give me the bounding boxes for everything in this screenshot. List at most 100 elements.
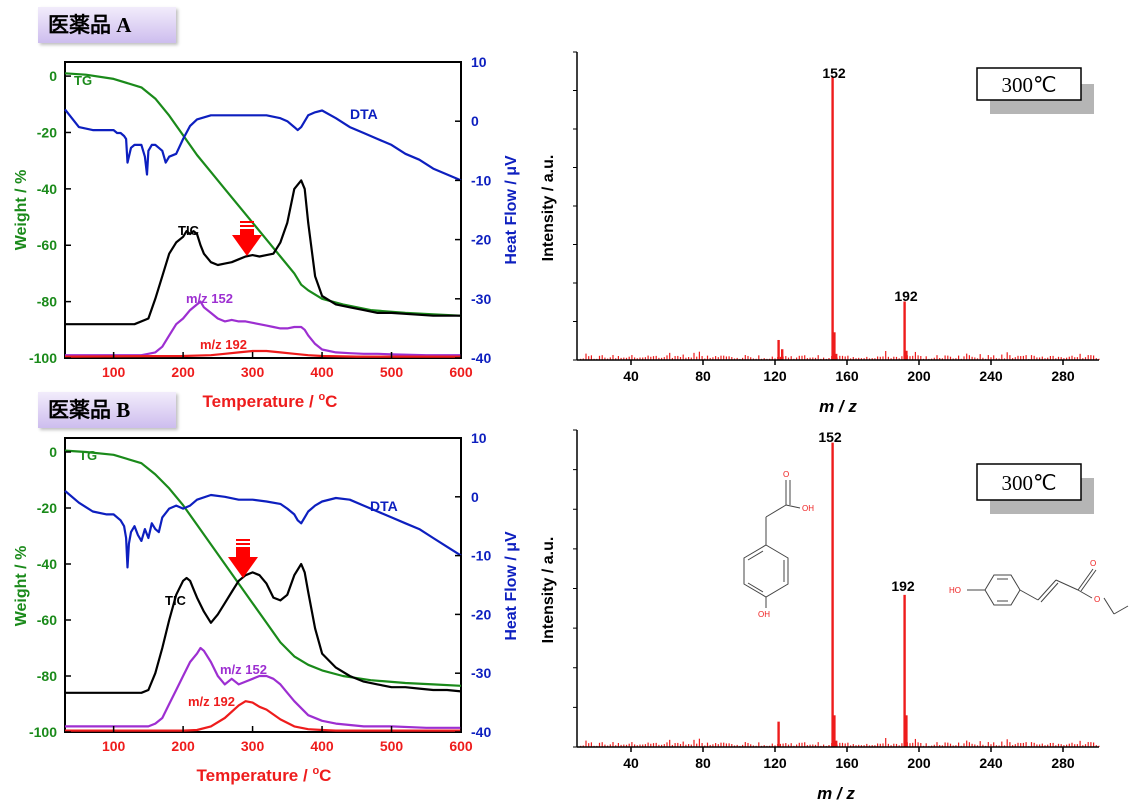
tga-b-series-tg [64,449,462,687]
tga-b-ytick-left-label-2: -40 [37,556,57,572]
tga-b-ytick-right-label-4: -30 [471,665,491,681]
ms-a-xlabel: m / z [819,397,857,416]
ms-a-xtick-label-0: 40 [623,368,639,384]
mol1-oh-label: OH [802,504,814,513]
tga-b-ytick-right-label-5: -40 [471,724,491,740]
tga-a-ytick-left-label-2: -40 [37,181,57,197]
tga-b-series-m-z-152 [65,646,461,729]
tga-chart-b: 100 200 300 400 500 6000-20-40-60-80-100100-1… [13,430,520,785]
molecule-4-hydroxyphenylacetic-acid [743,480,801,608]
tga-a-ytick-right-label-3: -20 [471,232,491,248]
tga-b-arrow [228,539,258,578]
tga-b-ytick-left-label-0: 0 [49,444,57,460]
tga-a-ylabel-right: Heat Flow / μV [503,155,520,265]
ms-a-peak-label-152: 152 [822,65,846,81]
tga-a-series-dta [64,108,462,182]
ms-b-xtick-label-5: 240 [979,755,1003,771]
tga-b-ylabel-right: Heat Flow / μV [503,531,520,641]
tga-b-label-m192: m/z 192 [188,694,235,709]
panel-a-title: 医薬品 A [38,7,176,43]
tga-a-label-dta: DTA [350,106,378,122]
tga-b-ytick-left-label-4: -80 [37,668,57,684]
tga-a-ytick-right-label-0: 10 [471,54,487,70]
tga-a-xtick-label-1: 200 [171,364,195,380]
panel-b-title: 医薬品 B [38,392,176,428]
tga-a-ylabel-left: Weight / % [13,170,30,251]
tga-a-series-m-z-152 [65,300,461,357]
tga-a-ytick-right-label-1: 0 [471,113,479,129]
tga-a-xtick-label-4: 500 [380,364,404,380]
ms-a-xtick-label-5: 240 [979,368,1003,384]
ms-a-peak-label-192: 192 [894,288,918,304]
tga-b-xtick-label-1: 200 [171,738,195,754]
mol2-o2-label: O [1094,595,1100,604]
ms-chart-b: 40 80 120 160 200 240 280 152 192 300℃ Intensi… [540,429,1129,803]
tga-b-label-dta: DTA [370,498,398,514]
tga-a-label-m192: m/z 192 [200,337,247,352]
tga-a-arrow [232,221,262,256]
tga-b-ytick-left-label-1: -20 [37,500,57,516]
tga-b-label-tg: TG [79,448,97,463]
tga-a-xlabel: Temperature / oC [203,391,338,411]
tga-b-ylabel-left: Weight / % [13,546,30,627]
tga-a-ytick-right-label-2: -10 [471,172,491,188]
ms-b-temp-label: 300℃ [1001,471,1056,495]
ms-b-peak-label-152: 152 [818,429,842,445]
tga-b-label-m152: m/z 152 [220,662,267,677]
tga-a-xtick-label-2: 300 [241,364,265,380]
tga-a-series-tic [65,179,461,326]
ms-b-xtick-label-2: 120 [763,755,787,771]
ms-a-xtick-label-1: 80 [695,368,711,384]
ms-b-ylabel: Intensity / a.u. [540,537,557,644]
tga-b-xtick-label-5: 600 [449,738,473,754]
tga-a-xtick-label-3: 400 [310,364,334,380]
ms-a-temp-label: 300℃ [1001,73,1056,97]
tga-b-label-tic: TIC [165,593,187,608]
tga-b-xtick-label-0: 100 [102,738,126,754]
tga-b-ytick-left-label-3: -60 [37,612,57,628]
tga-b-ytick-left-label-5: -100 [29,724,57,740]
tga-a-series-tg [64,72,462,317]
mol2-ho-label: HO [949,586,961,595]
tga-b-ytick-right-label-0: 10 [471,430,487,446]
tga-a-ytick-left-label-1: -20 [37,124,57,140]
tga-a-label-m152: m/z 152 [186,291,233,306]
tga-b-xtick-label-2: 300 [241,738,265,754]
tga-a-ytick-left-label-5: -100 [29,350,57,366]
tga-a-ytick-right-label-5: -40 [471,350,491,366]
tga-b-ytick-right-label-2: -10 [471,548,491,564]
ms-b-xtick-label-1: 80 [695,755,711,771]
ms-a-xtick-label-2: 120 [763,368,787,384]
tga-chart-a: 100 200 300 400 500 6000-20-40-60-80-100100-1… [13,54,520,411]
tga-a-series-m-z-192 [64,349,461,358]
ms-b-xtick-label-0: 40 [623,755,639,771]
ms-a-xtick-label-4: 200 [907,368,931,384]
tga-b-ytick-right-label-1: 0 [471,489,479,505]
tga-a-label-tic: TIC [178,223,200,238]
ms-b-xtick-label-3: 160 [835,755,859,771]
tga-b-ytick-right-label-3: -20 [471,606,491,622]
ms-b-xtick-label-6: 280 [1051,755,1075,771]
molecule-ethyl-p-coumarate [967,568,1129,615]
ms-b-peak-label-192: 192 [891,578,915,594]
tga-a-frame [64,61,462,359]
ms-b-xlabel: m / z [817,784,855,803]
tga-b-series-dta [64,490,462,569]
tga-b-xlabel: Temperature / oC [197,765,332,785]
mol2-o-label: O [1090,559,1096,568]
tga-a-ytick-left-label-4: -80 [37,294,57,310]
ms-b-temp-box [976,463,1082,501]
ms-b-xtick-label-4: 200 [907,755,931,771]
tga-b-xtick-label-3: 400 [310,738,334,754]
ms-a-temp-box [976,67,1082,101]
tga-a-ytick-left-label-0: 0 [49,68,57,84]
ms-a-xtick-label-3: 160 [835,368,859,384]
tga-a-label-tg: TG [74,73,92,88]
tga-a-xtick-label-0: 100 [102,364,126,380]
tga-b-xtick-label-4: 500 [380,738,404,754]
mol1-o-label: O [783,470,789,479]
ms-chart-a: 40 80 120 160 200 240 280 152 192 300℃ Intensi… [540,51,1100,416]
ms-a-xtick-label-6: 280 [1051,368,1075,384]
tga-a-ytick-left-label-3: -60 [37,237,57,253]
tga-a-xtick-label-5: 600 [449,364,473,380]
